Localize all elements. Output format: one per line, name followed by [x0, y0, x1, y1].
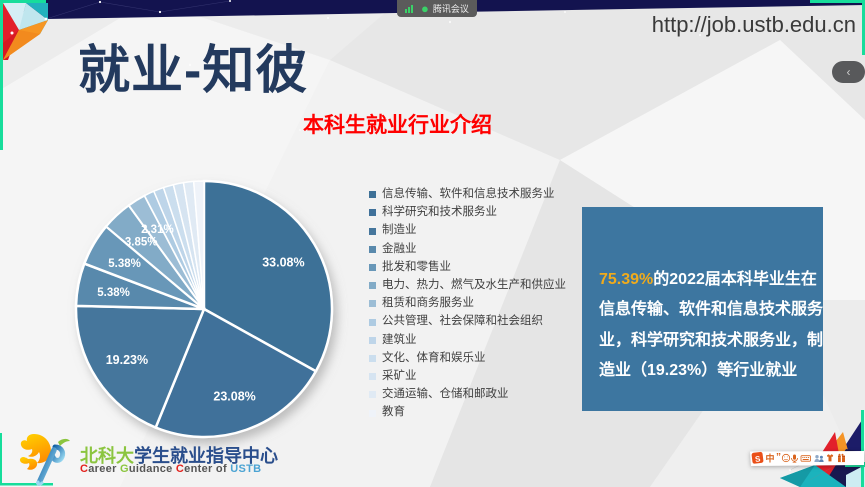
svg-text:”: ”	[776, 452, 781, 463]
svg-text:中: 中	[765, 452, 774, 463]
